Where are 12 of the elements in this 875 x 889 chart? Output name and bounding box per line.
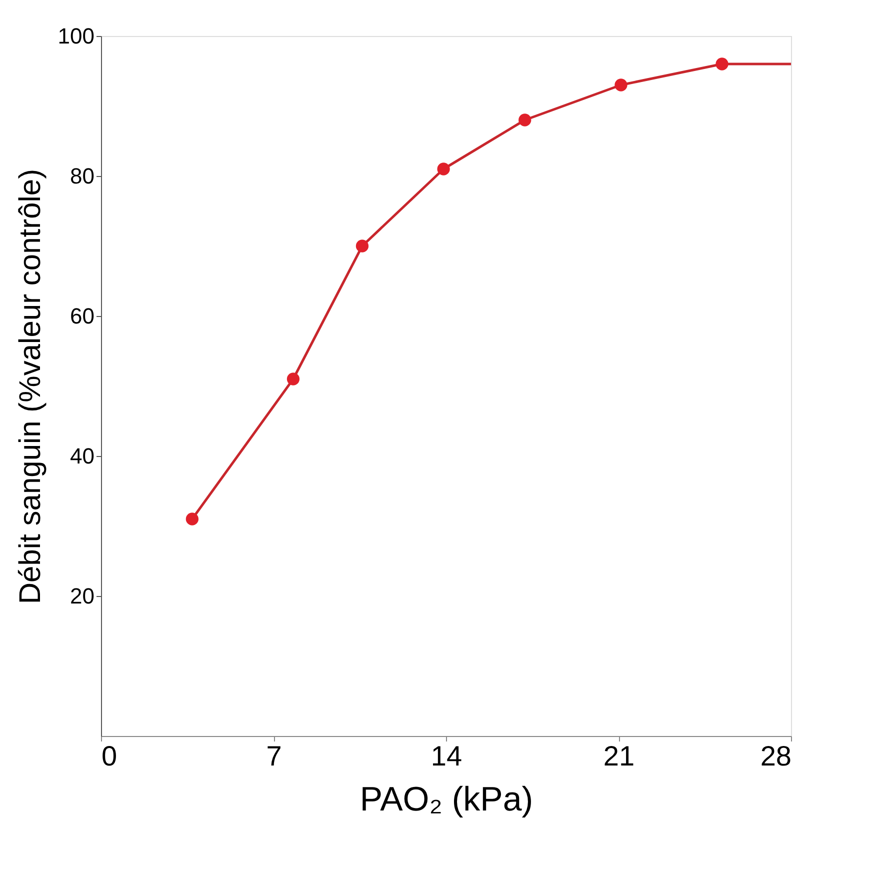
x-axis-title: PAO₂ (kPa) bbox=[360, 780, 534, 818]
x-tick-label: 21 bbox=[603, 740, 635, 772]
y-tick-label: 20 bbox=[70, 584, 94, 608]
y-tick-label: 40 bbox=[70, 444, 94, 468]
y-tick-label: 60 bbox=[70, 304, 94, 328]
x-tick-label: 28 bbox=[760, 740, 792, 772]
x-tick-label: 0 bbox=[102, 740, 118, 772]
x-tick-label: 7 bbox=[266, 740, 282, 772]
y-axis-title: Débit sanguin (%valeur contrôle) bbox=[14, 168, 47, 604]
x-tick-label: 14 bbox=[430, 740, 462, 772]
y-tick-label: 80 bbox=[70, 164, 94, 188]
y-tick-label: 100 bbox=[58, 24, 94, 48]
